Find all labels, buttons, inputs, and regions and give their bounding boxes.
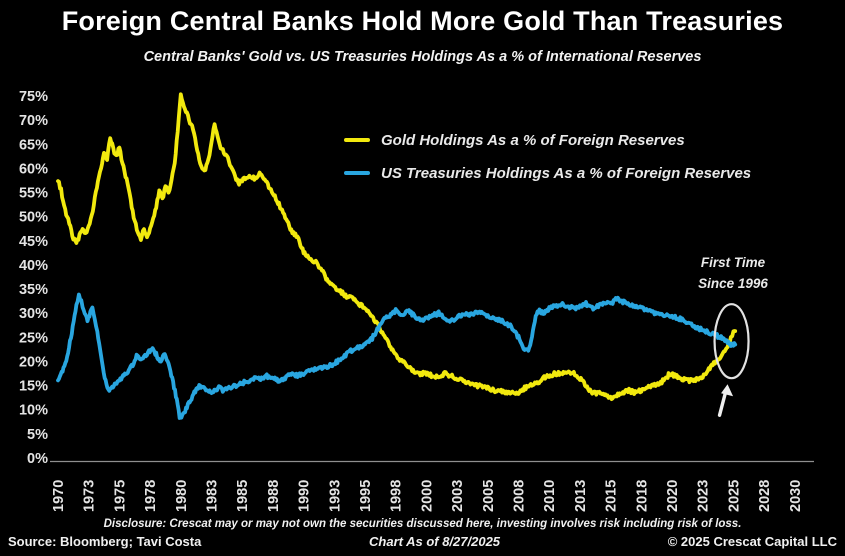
x-tick-label: 2008 bbox=[512, 480, 528, 512]
legend-label-gold: Gold Holdings As a % of Foreign Reserves bbox=[381, 131, 685, 149]
as-of-text: Chart As of 8/27/2025 bbox=[369, 534, 501, 549]
x-tick-label: 1975 bbox=[112, 480, 128, 512]
y-tick-label: 30% bbox=[19, 306, 48, 322]
x-tick-label: 2030 bbox=[788, 480, 804, 512]
highlight-ellipse bbox=[713, 303, 750, 380]
x-tick-label: 2020 bbox=[665, 480, 681, 512]
y-tick-label: 15% bbox=[19, 379, 48, 395]
x-tick-label: 2000 bbox=[419, 480, 435, 512]
x-tick-label: 1985 bbox=[235, 480, 251, 512]
x-tick-label: 1995 bbox=[358, 480, 374, 512]
y-tick-label: 65% bbox=[19, 137, 48, 153]
treasuries-line-swatch bbox=[344, 170, 370, 176]
x-tick-label: 1988 bbox=[266, 480, 282, 512]
x-tick-label: 2015 bbox=[604, 480, 620, 512]
y-tick-label: 10% bbox=[19, 403, 48, 419]
y-tick-label: 20% bbox=[19, 354, 48, 370]
y-tick-label: 75% bbox=[19, 89, 48, 105]
x-tick-label: 1990 bbox=[297, 480, 313, 512]
x-tick-label: 2028 bbox=[757, 480, 773, 512]
x-tick-label: 1998 bbox=[389, 480, 405, 512]
source-text: Source: Bloomberg; Tavi Costa bbox=[8, 534, 202, 549]
y-tick-label: 5% bbox=[27, 427, 48, 443]
highlight-arrow-shaft bbox=[717, 390, 728, 417]
x-tick-label: 2018 bbox=[634, 480, 650, 512]
legend-item-treasuries: US Treasuries Holdings As a % of Foreign… bbox=[344, 163, 751, 183]
x-tick-label: 2010 bbox=[542, 480, 558, 512]
y-tick-label: 45% bbox=[19, 234, 48, 250]
disclosure-text: Disclosure: Crescat may or may not own t… bbox=[103, 518, 742, 530]
y-tick-label: 70% bbox=[19, 113, 48, 129]
x-tick-label: 2025 bbox=[726, 480, 742, 512]
y-tick-label: 40% bbox=[19, 258, 48, 274]
gold-line-swatch bbox=[344, 137, 370, 143]
treasuries-series-line bbox=[56, 292, 738, 420]
annotation-line-2: Since 1996 bbox=[698, 276, 768, 291]
chart-title: Foreign Central Banks Hold More Gold Tha… bbox=[61, 6, 784, 36]
gold-series-line bbox=[56, 92, 738, 402]
chart-subtitle: Central Banks' Gold vs. US Treasuries Ho… bbox=[143, 49, 702, 65]
x-tick-label: 1980 bbox=[174, 480, 190, 512]
annotation-line-1: First Time bbox=[700, 255, 766, 270]
annotation-first-time: First Time Since 1996 bbox=[633, 252, 833, 294]
y-tick-label: 50% bbox=[19, 210, 48, 226]
legend-label-treasuries: US Treasuries Holdings As a % of Foreign… bbox=[381, 164, 752, 182]
x-tick-label: 2023 bbox=[696, 480, 712, 512]
y-tick-label: 0% bbox=[27, 451, 48, 467]
y-tick-label: 25% bbox=[19, 330, 48, 346]
x-tick-label: 2005 bbox=[481, 480, 497, 512]
x-tick-label: 1983 bbox=[205, 480, 221, 512]
y-tick-label: 55% bbox=[19, 186, 48, 202]
legend: Gold Holdings As a % of Foreign Reserves… bbox=[344, 130, 751, 196]
y-tick-label: 35% bbox=[19, 282, 48, 298]
x-tick-label: 1993 bbox=[327, 480, 343, 512]
x-tick-label: 2013 bbox=[573, 480, 589, 512]
x-tick-label: 1973 bbox=[82, 480, 98, 512]
y-tick-label: 60% bbox=[19, 161, 48, 177]
highlight-arrow-head bbox=[721, 384, 734, 397]
x-tick-label: 1970 bbox=[51, 480, 67, 512]
copyright-text: © 2025 Crescat Capital LLC bbox=[667, 534, 837, 549]
legend-item-gold: Gold Holdings As a % of Foreign Reserves bbox=[344, 130, 751, 150]
footer-row: Source: Bloomberg; Tavi Costa Chart As o… bbox=[0, 534, 845, 549]
x-tick-label: 1978 bbox=[143, 480, 159, 512]
x-tick-label: 2003 bbox=[450, 480, 466, 512]
